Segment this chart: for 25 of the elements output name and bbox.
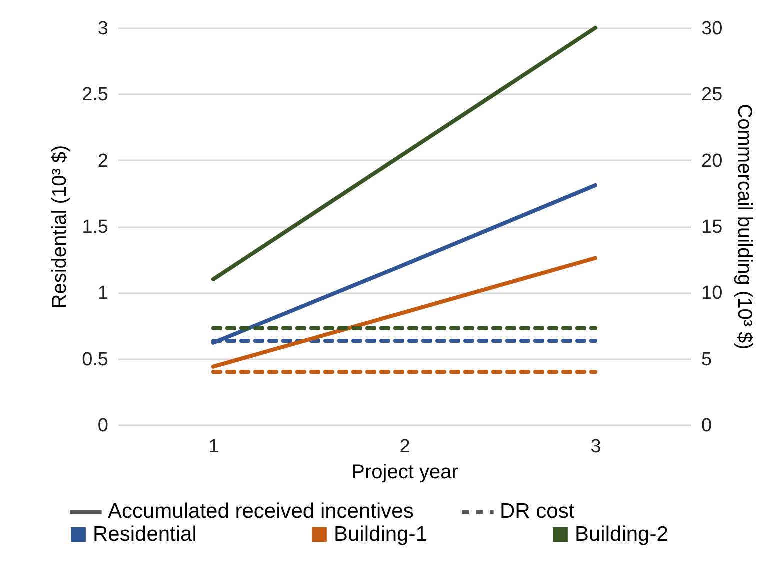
y-tick-label: 1 bbox=[98, 283, 108, 304]
y2-axis-title: Commercail building (10³ $) bbox=[734, 104, 756, 350]
x-tick-label: 2 bbox=[400, 436, 410, 458]
y2-tick-label: 5 bbox=[702, 349, 712, 370]
y-axis-title: Residential (10³ $) bbox=[49, 145, 72, 309]
y2-tick-label: 10 bbox=[702, 283, 723, 304]
y-tick-label: 0.5 bbox=[82, 349, 108, 370]
y2-tick-label: 25 bbox=[702, 84, 723, 106]
x-tick-label: 3 bbox=[590, 436, 602, 458]
y-tick-label: 1.5 bbox=[82, 217, 108, 238]
y-tick-label: 2.5 bbox=[82, 84, 108, 106]
legend-label: Building-2 bbox=[575, 522, 668, 546]
text: Accumulated received incentives bbox=[108, 500, 414, 523]
y-tick-label: 0 bbox=[98, 416, 108, 436]
y2-tick-label: 20 bbox=[702, 150, 723, 172]
y2-tick-label: 15 bbox=[702, 217, 723, 238]
y2-tick-label: 30 bbox=[702, 18, 723, 40]
legend-label: Residential bbox=[93, 522, 197, 546]
y-tick-label: 3 bbox=[98, 18, 108, 40]
y2-tick-label: 0 bbox=[702, 416, 712, 436]
x-axis-title: Project year bbox=[352, 462, 459, 484]
legend-label: Building-1 bbox=[334, 522, 428, 546]
y-tick-label: 2 bbox=[98, 150, 108, 172]
x-tick-label: 1 bbox=[208, 436, 220, 458]
text: DR cost bbox=[500, 500, 575, 523]
